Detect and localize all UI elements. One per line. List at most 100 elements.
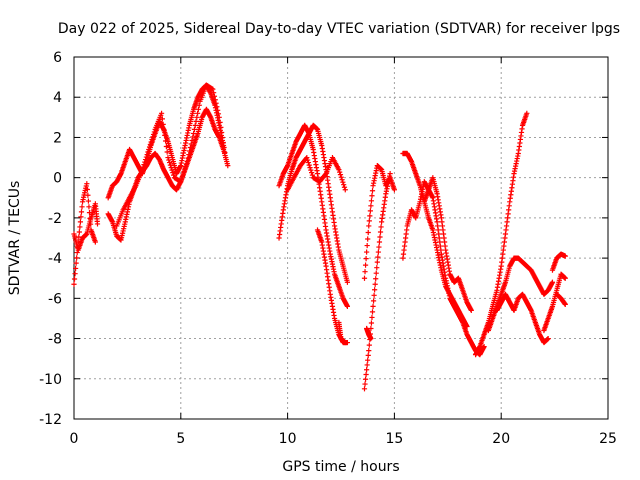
data-point [77,219,84,225]
data-point [195,106,202,112]
x-tick-label: 10 [279,431,297,447]
data-point [367,208,373,214]
data-point [464,323,470,330]
data-point [365,357,371,363]
data-point [159,116,165,122]
x-tick-label: 15 [385,431,403,447]
series-arc-u [549,251,568,273]
data-point [373,270,379,276]
data-point [195,110,201,116]
data-point [139,167,145,173]
data-point [524,110,530,116]
data-point [188,141,194,147]
data-point [306,162,312,168]
data-point [166,157,172,163]
data-point [194,114,200,120]
data-point [308,167,314,173]
data-point [549,279,556,285]
data-points [71,82,568,392]
data-point [169,167,175,173]
data-point [179,174,186,180]
data-point [340,179,346,185]
data-point [144,151,150,158]
data-point [74,255,80,261]
data-point [222,149,228,156]
data-point [364,242,370,249]
x-tick-label: 20 [492,431,510,447]
data-point [371,292,377,298]
data-point [168,165,174,171]
data-point [366,218,372,224]
y-tick-label: 0 [53,171,62,187]
data-point [146,144,153,150]
data-point [71,281,77,287]
data-point [337,169,343,175]
data-point [336,167,342,173]
data-point [366,223,372,229]
series-arc-d [105,82,227,201]
data-point [369,314,375,321]
y-tick-label: 6 [53,50,62,66]
data-point [221,144,227,151]
data-point [361,275,368,281]
data-point [366,342,372,348]
data-point [225,163,231,169]
data-point [164,149,170,155]
series-arc-p [421,175,474,313]
data-point [217,119,223,125]
data-point [140,164,146,170]
data-point [92,239,98,245]
data-point [215,107,221,113]
data-point [341,182,347,188]
data-point [163,143,169,150]
data-point [366,348,372,354]
data-point [182,166,188,172]
data-point [216,114,222,120]
data-point [213,100,219,106]
data-point [73,260,79,266]
data-point [162,138,169,144]
data-point [342,187,348,193]
data-point [170,170,176,176]
data-point [184,158,190,165]
x-axis-label: GPS time / hours [282,459,399,475]
data-point [142,156,149,163]
data-point [211,93,218,99]
y-tick-label: 4 [53,90,62,106]
y-tick-label: -8 [48,332,62,348]
series-arc-s [494,291,551,346]
data-point [192,122,198,128]
data-point [74,249,80,256]
data-point [212,97,218,103]
data-point [219,129,225,136]
data-point [72,271,78,277]
data-point [151,129,157,135]
y-tick-label: -12 [39,412,62,428]
data-point [86,204,92,210]
data-point [562,301,568,307]
data-point [146,146,152,153]
data-point [377,234,383,240]
data-point [377,229,384,235]
data-point [362,269,368,275]
data-point [376,244,382,250]
data-point [375,249,381,255]
data-point [562,275,568,281]
data-point [79,204,85,210]
data-point [145,149,151,155]
data-point [150,131,157,138]
data-point [85,192,91,198]
data-point [76,229,82,235]
data-point [363,371,369,378]
data-point [365,352,371,358]
data-point [368,203,374,209]
x-tick-label: 5 [176,431,185,447]
data-point [364,367,370,373]
data-point [376,239,383,245]
data-point [158,110,165,116]
data-point [220,139,226,146]
data-point [143,154,149,160]
data-point [160,121,166,127]
data-point [375,254,381,260]
series-arc-v [554,291,568,307]
